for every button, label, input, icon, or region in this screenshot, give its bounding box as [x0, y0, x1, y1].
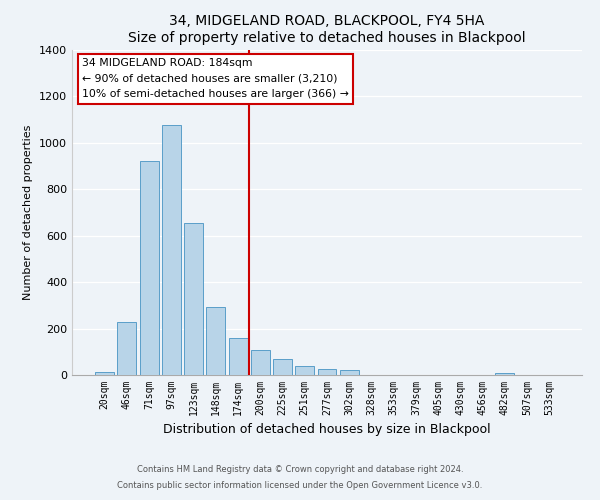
Bar [251, 350, 270, 375]
Bar [95, 372, 114, 375]
Bar [295, 366, 314, 375]
Bar [340, 370, 359, 375]
Bar [140, 162, 158, 375]
Text: Contains HM Land Registry data © Crown copyright and database right 2024.: Contains HM Land Registry data © Crown c… [137, 466, 463, 474]
Bar [496, 372, 514, 375]
Title: 34, MIDGELAND ROAD, BLACKPOOL, FY4 5HA
Size of property relative to detached hou: 34, MIDGELAND ROAD, BLACKPOOL, FY4 5HA S… [128, 14, 526, 44]
Bar [273, 359, 292, 375]
Text: 34 MIDGELAND ROAD: 184sqm
← 90% of detached houses are smaller (3,210)
10% of se: 34 MIDGELAND ROAD: 184sqm ← 90% of detac… [82, 58, 349, 100]
Bar [206, 307, 225, 375]
Bar [229, 338, 248, 375]
Y-axis label: Number of detached properties: Number of detached properties [23, 125, 34, 300]
Bar [162, 126, 181, 375]
X-axis label: Distribution of detached houses by size in Blackpool: Distribution of detached houses by size … [163, 424, 491, 436]
Bar [118, 322, 136, 375]
Bar [317, 369, 337, 375]
Bar [184, 223, 203, 375]
Text: Contains public sector information licensed under the Open Government Licence v3: Contains public sector information licen… [118, 480, 482, 490]
